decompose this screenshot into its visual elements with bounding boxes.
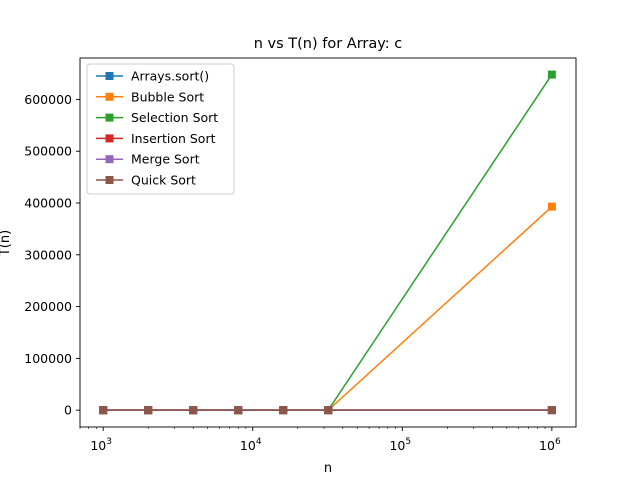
legend-label-0: Arrays.sort() bbox=[131, 69, 209, 84]
series-5-point-4 bbox=[279, 406, 288, 415]
y-tick-label-2: 200000 bbox=[24, 299, 72, 314]
y-tick-label-5: 500000 bbox=[24, 144, 72, 159]
legend-marker-3 bbox=[105, 134, 114, 143]
legend-label-2: Selection Sort bbox=[131, 110, 218, 125]
y-tick-label-1: 100000 bbox=[24, 351, 72, 366]
series-5-point-3 bbox=[234, 406, 243, 415]
legend-marker-4 bbox=[105, 155, 114, 164]
series-5-point-5 bbox=[324, 406, 333, 415]
legend-label-3: Insertion Sort bbox=[131, 131, 216, 146]
legend: Arrays.sort() Bubble Sort Selection Sort In… bbox=[86, 63, 235, 195]
series-5-point-2 bbox=[189, 406, 198, 415]
axes-frame bbox=[79, 57, 577, 428]
legend-marker-0 bbox=[105, 72, 114, 80]
y-axis-label: T(n) bbox=[0, 230, 13, 257]
y-tick-label-3: 300000 bbox=[24, 247, 72, 262]
series-5-point-1 bbox=[144, 406, 153, 415]
legend-box bbox=[86, 63, 235, 195]
legend-marker-2 bbox=[105, 113, 114, 122]
plot-area: 0100000200000300000400000500000600000103… bbox=[24, 57, 577, 453]
legend-marker-1 bbox=[105, 92, 114, 101]
x-axis-label: n bbox=[324, 461, 332, 476]
series-1-point-6 bbox=[547, 202, 556, 211]
y-tick-label-0: 0 bbox=[64, 403, 72, 418]
y-tick-label-4: 400000 bbox=[24, 196, 72, 211]
legend-label-4: Merge Sort bbox=[131, 152, 200, 167]
series-2-point-6 bbox=[547, 70, 556, 79]
legend-label-1: Bubble Sort bbox=[131, 89, 204, 104]
legend-marker-5 bbox=[105, 176, 114, 184]
y-tick-label-6: 600000 bbox=[24, 92, 72, 107]
series-5-point-0 bbox=[99, 406, 108, 415]
chart-title: n vs T(n) for Array: c bbox=[254, 36, 403, 52]
series-5-point-6 bbox=[547, 406, 556, 415]
legend-label-5: Quick Sort bbox=[131, 173, 196, 188]
